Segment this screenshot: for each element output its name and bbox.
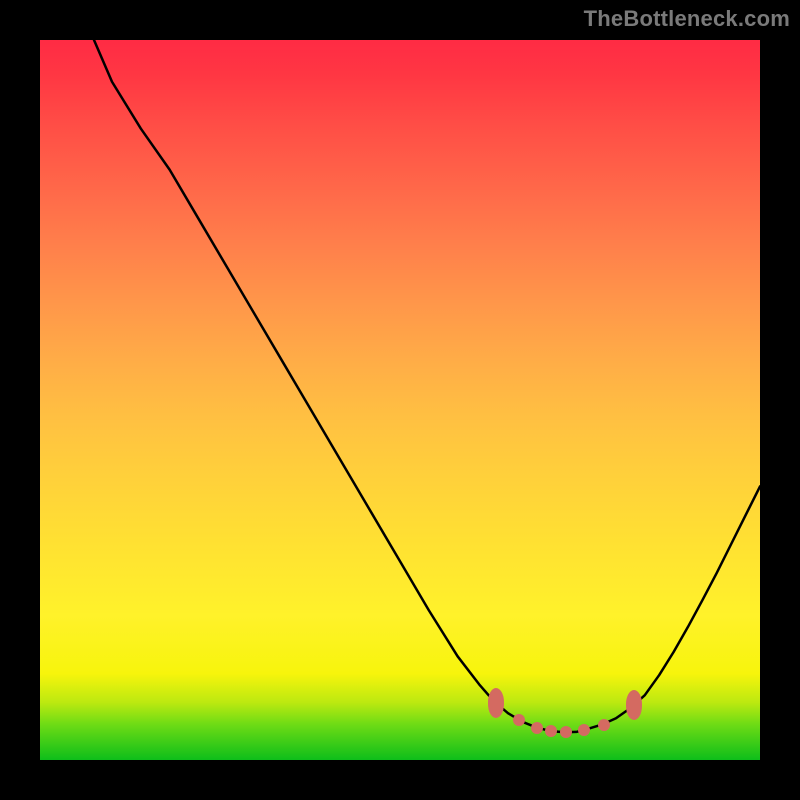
curve-marker-7 [626, 690, 642, 720]
bottleneck-curve [40, 40, 760, 760]
watermark-text: TheBottleneck.com [584, 6, 790, 32]
curve-marker-1 [513, 714, 525, 726]
curve-marker-5 [578, 724, 590, 736]
curve-marker-2 [531, 722, 543, 734]
root: TheBottleneck.com [0, 0, 800, 800]
curve-marker-6 [598, 719, 610, 731]
curve-polyline [94, 40, 760, 732]
curve-marker-4 [560, 726, 572, 738]
curve-marker-0 [488, 688, 504, 718]
curve-marker-3 [545, 725, 557, 737]
plot-area [40, 40, 760, 760]
